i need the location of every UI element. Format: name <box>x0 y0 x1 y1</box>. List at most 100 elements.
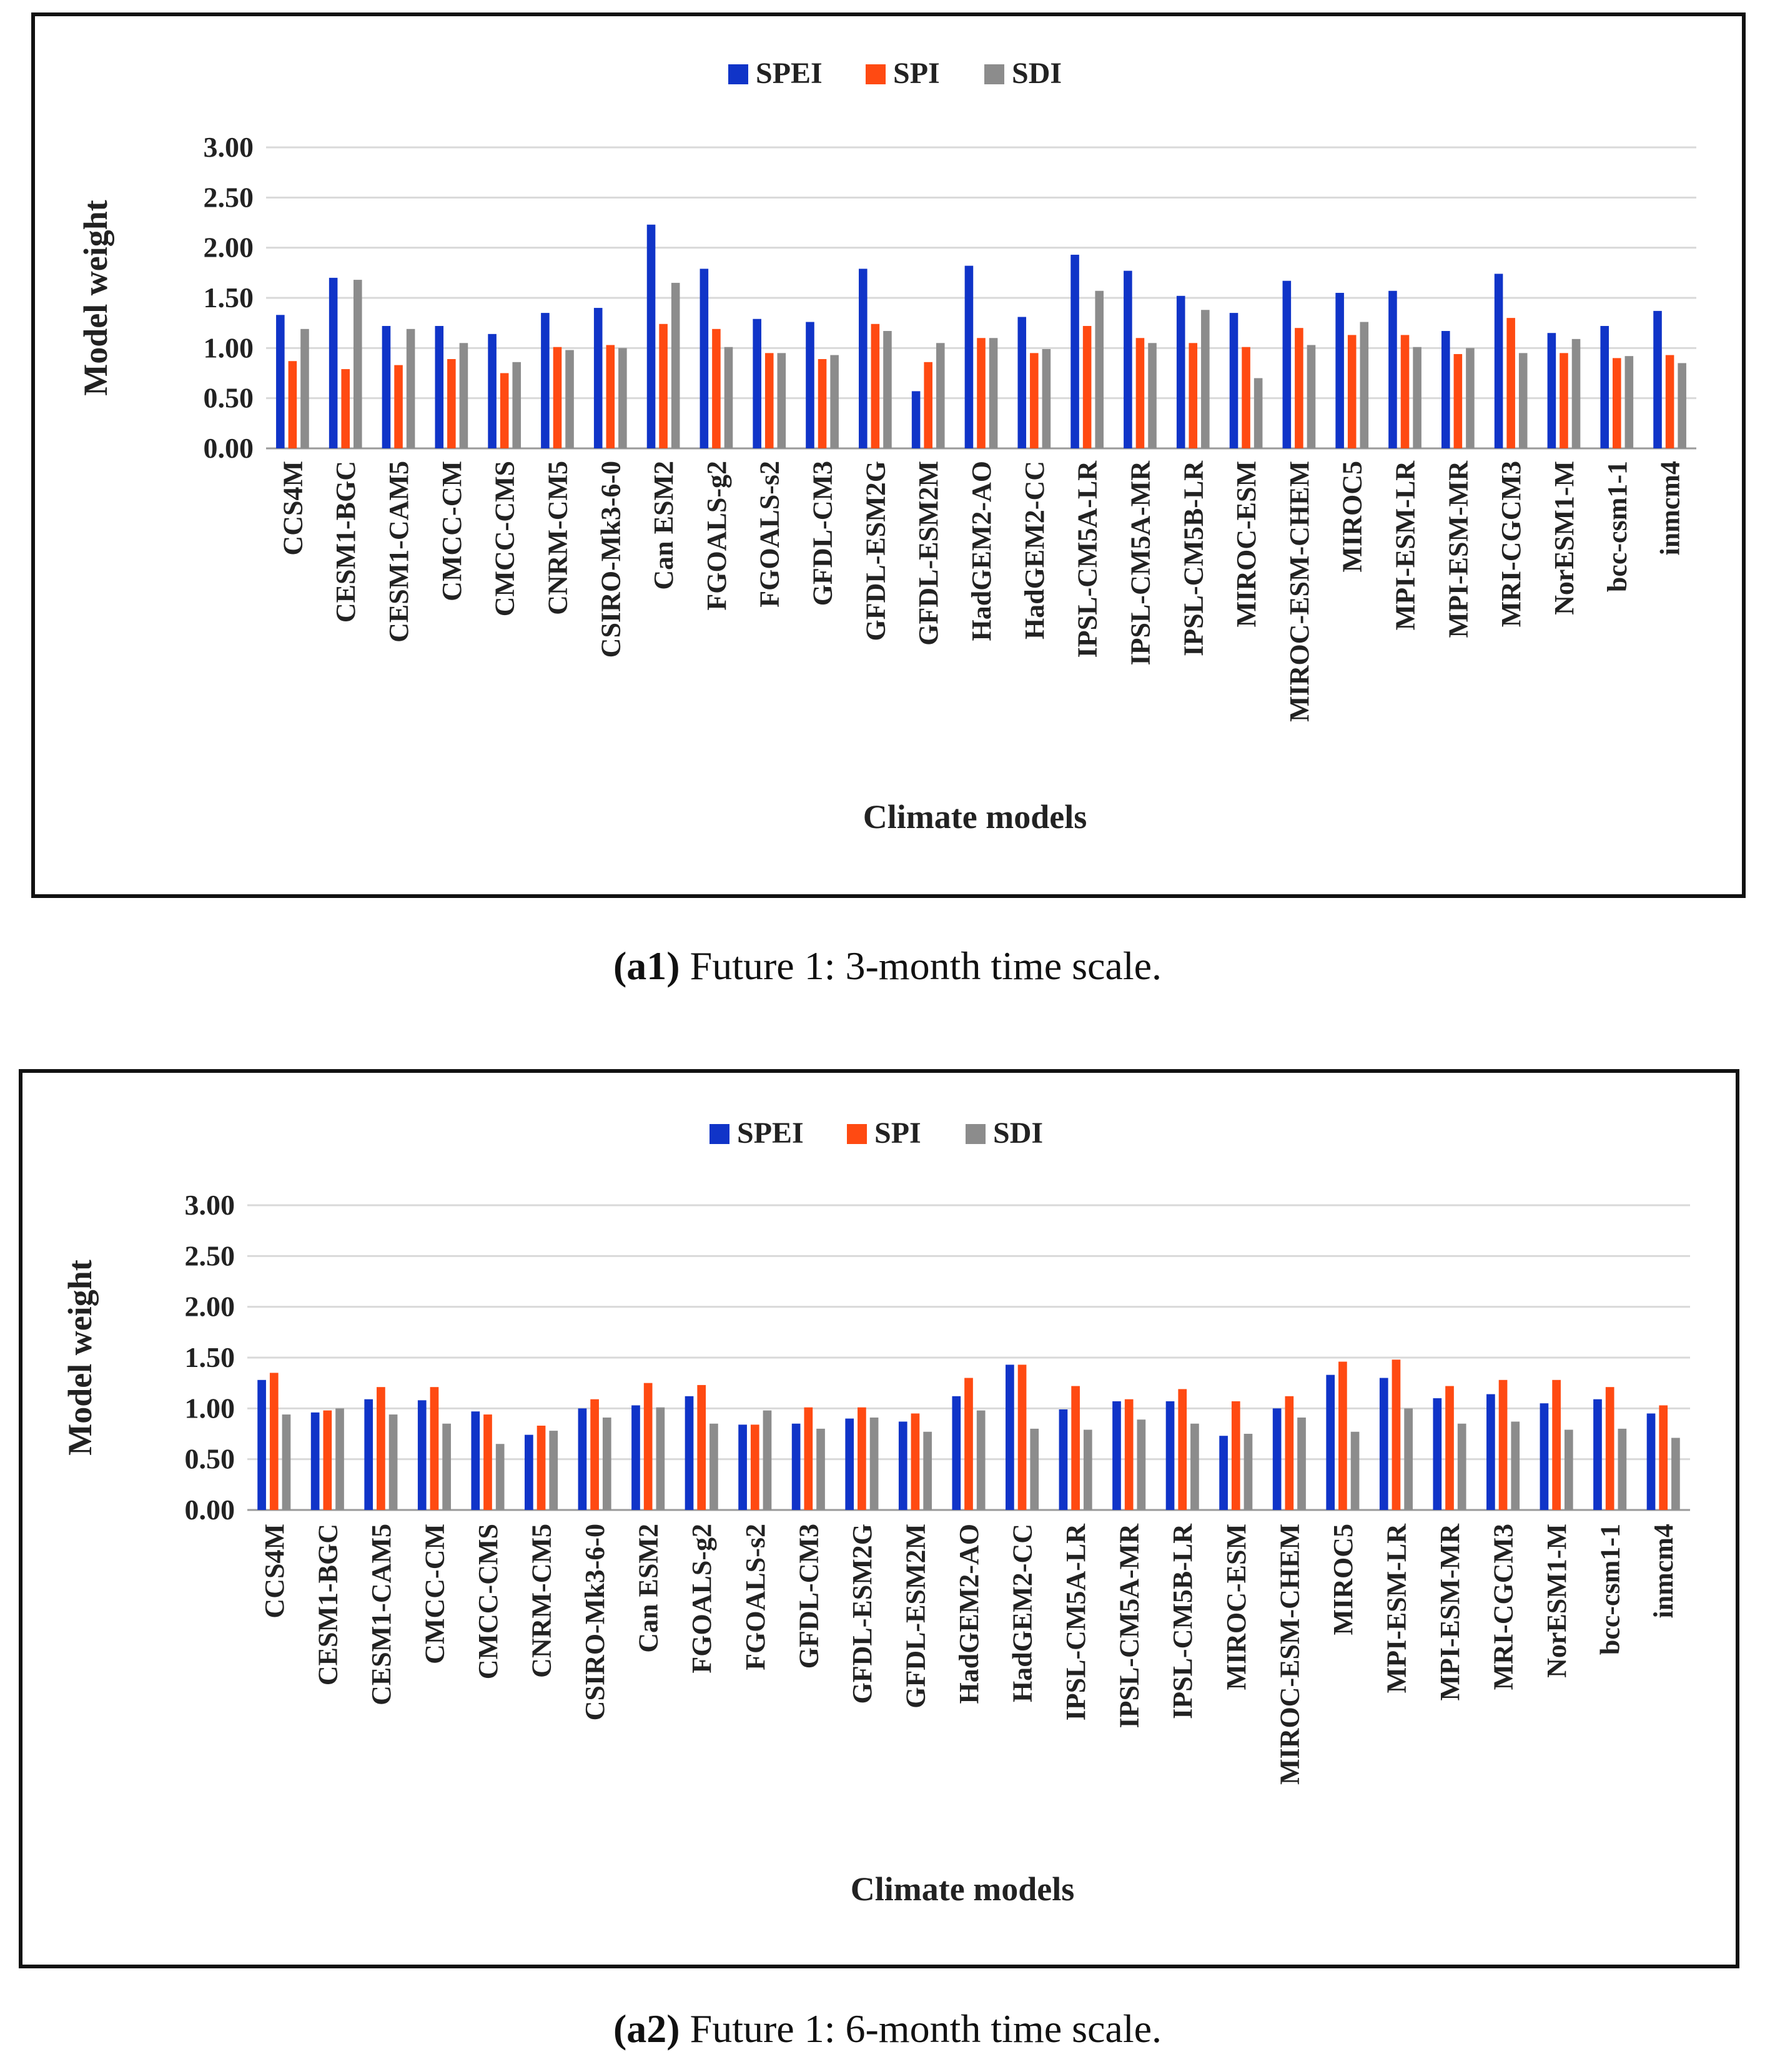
y-tick-label: 3.00 <box>204 131 254 163</box>
bar-spi-miroc-esm-chem <box>1285 1396 1294 1510</box>
chart-panel-a1: 0.00 0.50 1.00 1.50 2.00 2.50 3.00 CCS4M CESM1-B… <box>31 12 1746 898</box>
x-tick-label-miroc-esm-chem: MIROC-ESM-CHEM <box>1284 461 1315 722</box>
x-tick-label-miroc-esm-chem: MIROC-ESM-CHEM <box>1274 1524 1305 1785</box>
bar-spi-fgoals-g2 <box>712 328 721 448</box>
caption-a2: (a2) Future 1: 6-month time scale. <box>0 2006 1775 2052</box>
bar-spi-mri-cgcm3 <box>1506 318 1515 448</box>
bar-spei-gfdl-esm2g <box>845 1418 854 1510</box>
bar-sdi-hadgem2-cc <box>1042 348 1051 448</box>
bar-spi-cesm1-bgc <box>341 369 350 448</box>
x-tick-label-ccs4m: CCS4M <box>259 1524 290 1619</box>
bar-spei-mpi-esm-lr <box>1379 1378 1388 1510</box>
bar-spei-fgoals-s2 <box>738 1424 747 1510</box>
bar-spei-miroc5 <box>1326 1374 1335 1510</box>
bar-spei-csiro-mk3-6-0 <box>593 308 603 448</box>
y-tick-label: 0.50 <box>185 1443 235 1475</box>
bar-spi-cmcc-cms <box>500 373 509 448</box>
bar-spi-ipsl-cm5a-mr <box>1135 338 1145 448</box>
y-tick-label: 2.00 <box>185 1291 235 1323</box>
bar-spi-cmcc-cms <box>483 1414 492 1510</box>
x-tick-label-fgoals-g2: FGOALS-g2 <box>686 1524 717 1674</box>
bar-sdi-ipsl-cm5a-lr <box>1095 290 1104 448</box>
bar-spei-miroc-esm-chem <box>1282 280 1292 448</box>
y-tick-label: 0.50 <box>204 382 254 414</box>
x-tick-label-mri-cgcm3: MRI-CGCM3 <box>1496 461 1526 627</box>
bar-sdi-fgoals-s2 <box>777 353 786 448</box>
caption-text-a2: Future 1: 6-month time scale. <box>690 2006 1162 2051</box>
bar-spei-inmcm4 <box>1653 310 1662 448</box>
bar-spei-fgoals-g2 <box>700 269 709 448</box>
bar-sdi-fgoals-g2 <box>724 347 733 448</box>
bar-sdi-cesm1-bgc <box>335 1408 344 1510</box>
bar-spei-ipsl-cm5b-lr <box>1176 295 1185 448</box>
bar-spei-bcc-csm1-1 <box>1600 325 1609 448</box>
bar-spi-cnrm-cm5 <box>553 347 562 448</box>
bar-sdi-miroc-esm <box>1243 1434 1253 1510</box>
bar-sdi-ipsl-cm5b-lr <box>1201 310 1210 448</box>
bar-sdi-bcc-csm1-1 <box>1624 356 1634 448</box>
bar-spei-hadgem2-ao <box>952 1396 961 1510</box>
x-tick-label-csiro-mk3-6-0: CSIRO-Mk3-6-0 <box>595 461 626 658</box>
bar-sdi-csiro-mk3-6-0 <box>618 348 627 448</box>
bar-sdi-mri-cgcm3 <box>1511 1421 1520 1510</box>
bar-spi-noresm1-m <box>1552 1379 1561 1510</box>
bar-spei-cnrm-cm5 <box>525 1434 533 1510</box>
legend-label-sdi: SDI <box>993 1117 1043 1150</box>
x-tick-label-ipsl-cm5b-lr: IPSL-CM5B-LR <box>1167 1523 1198 1719</box>
bar-spei-cmcc-cm <box>417 1400 427 1510</box>
x-tick-label-ipsl-cm5b-lr: IPSL-CM5B-LR <box>1178 460 1209 656</box>
bar-spei-can-esm2 <box>646 224 656 448</box>
bar-spi-hadgem2-ao <box>964 1378 973 1510</box>
bar-spi-ipsl-cm5a-lr <box>1071 1386 1080 1510</box>
bar-spi-mri-cgcm3 <box>1498 1379 1508 1510</box>
legend-swatch-spi <box>847 1124 867 1144</box>
bar-spi-ccs4m <box>288 361 297 448</box>
bar-sdi-cnrm-cm5 <box>565 350 574 448</box>
bar-spei-ipsl-cm5a-lr <box>1059 1409 1068 1510</box>
x-tick-label-cnrm-cm5: CNRM-CM5 <box>527 1524 557 1678</box>
legend-label-spei: SPEI <box>737 1117 804 1150</box>
bar-spi-mpi-esm-mr <box>1453 353 1463 448</box>
x-tick-label-can-esm2: Can ESM2 <box>648 461 679 590</box>
x-tick-label-ipsl-cm5a-mr: IPSL-CM5A-MR <box>1114 1523 1145 1729</box>
bar-spi-cesm1-bgc <box>323 1410 332 1510</box>
bar-sdi-noresm1-m <box>1571 338 1581 448</box>
x-tick-label-mpi-esm-lr: MPI-ESM-LR <box>1381 1523 1412 1694</box>
bar-spei-ccs4m <box>257 1379 266 1510</box>
bar-spi-ipsl-cm5b-lr <box>1189 343 1198 448</box>
x-tick-label-hadgem2-ao: HadGEM2-AO <box>966 461 997 641</box>
x-tick-label-gfdl-esm2m: GFDL-ESM2M <box>913 461 944 646</box>
bar-spi-miroc5 <box>1338 1361 1347 1510</box>
x-tick-label-cesm1-cam5: CESM1-CAM5 <box>366 1524 397 1705</box>
caption-label-a2: (a2) <box>613 2006 680 2051</box>
bar-sdi-ipsl-cm5a-mr <box>1137 1419 1146 1510</box>
y-tick-label: 2.00 <box>204 232 254 264</box>
y-axis-title: Model weight <box>77 200 114 395</box>
legend-swatch-spi <box>866 64 886 84</box>
bar-spei-ipsl-cm5b-lr <box>1165 1401 1175 1510</box>
x-tick-label-fgoals-s2: FGOALS-s2 <box>754 461 785 608</box>
bar-sdi-gfdl-esm2g <box>883 331 892 448</box>
bar-spi-cnrm-cm5 <box>536 1425 546 1510</box>
bar-spei-mpi-esm-mr <box>1433 1398 1442 1510</box>
bar-spi-can-esm2 <box>643 1383 653 1510</box>
bar-sdi-cesm1-cam5 <box>388 1414 398 1510</box>
bar-sdi-mri-cgcm3 <box>1518 353 1528 448</box>
bar-spei-gfdl-cm3 <box>806 322 814 448</box>
x-tick-label-cmcc-cms: CMCC-CMS <box>473 1524 503 1679</box>
x-tick-label-cnrm-cm5: CNRM-CM5 <box>542 461 573 615</box>
bar-spi-gfdl-cm3 <box>818 359 827 448</box>
bar-sdi-mpi-esm-lr <box>1413 347 1421 448</box>
x-tick-label-mpi-esm-mr: MPI-ESM-MR <box>1435 1523 1465 1701</box>
x-tick-label-cesm1-bgc: CESM1-BGC <box>330 461 361 623</box>
bar-sdi-fgoals-g2 <box>710 1423 718 1510</box>
bar-spi-fgoals-s2 <box>750 1424 759 1510</box>
bar-spi-cesm1-cam5 <box>377 1387 385 1510</box>
x-tick-label-noresm1-m: NorESM1-M <box>1549 461 1580 615</box>
bar-spi-miroc5 <box>1347 335 1357 448</box>
bar-sdi-miroc-esm <box>1253 378 1263 448</box>
bar-sdi-can-esm2 <box>671 282 680 448</box>
x-tick-label-miroc-esm: MIROC-ESM <box>1221 1524 1252 1690</box>
bar-spei-miroc-esm-chem <box>1272 1408 1282 1510</box>
bar-spei-cesm1-cam5 <box>382 325 391 448</box>
